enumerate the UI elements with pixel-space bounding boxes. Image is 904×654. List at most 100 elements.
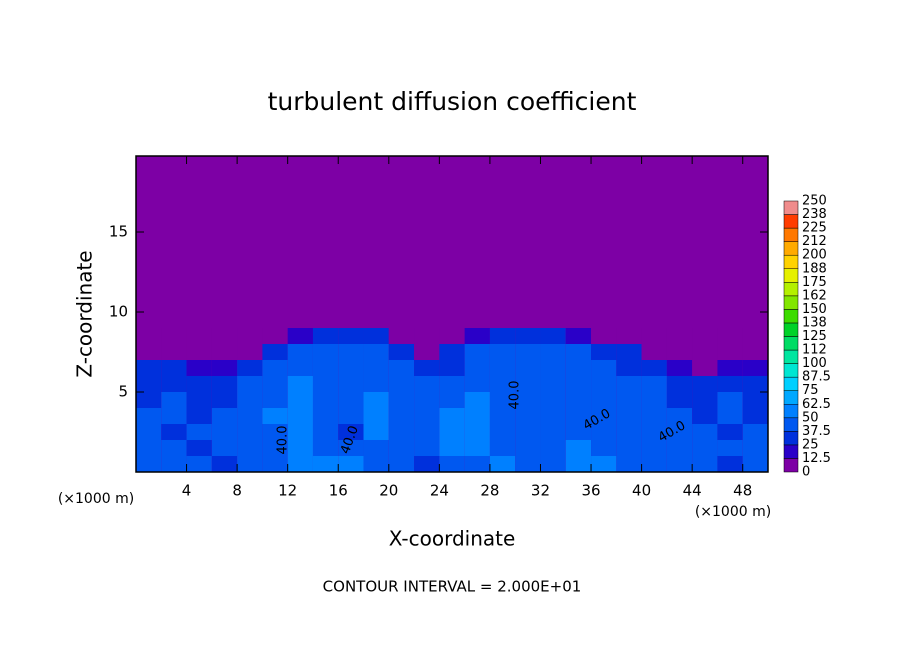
- field-cell: [666, 360, 693, 376]
- colorbar-swatch: [783, 417, 799, 432]
- y-tick-label: 5: [118, 383, 128, 401]
- field-cell: [136, 408, 162, 424]
- field-cell: [414, 328, 440, 344]
- field-cell: [136, 440, 162, 456]
- field-cell: [211, 408, 238, 424]
- field-cell: [287, 392, 313, 408]
- colorbar-swatch: [783, 241, 799, 256]
- field-cell: [591, 344, 617, 360]
- x-tick-label: 40: [632, 482, 651, 500]
- field-cell: [717, 440, 743, 456]
- field-cell: [161, 424, 187, 440]
- field-cell: [515, 344, 541, 360]
- x-tick-label: 32: [531, 482, 550, 500]
- field-cell: [591, 408, 617, 424]
- field-cell: [161, 360, 187, 376]
- field-cell: [742, 328, 768, 344]
- field-cell: [287, 456, 313, 472]
- field-cell: [363, 328, 389, 344]
- footnote: CONTOUR INTERVAL = 2.000E+01: [323, 578, 582, 596]
- field-cell: [237, 360, 263, 376]
- field-cell: [742, 408, 768, 424]
- field-cell: [464, 376, 490, 392]
- field-cell: [540, 344, 566, 360]
- field-cell: [616, 456, 642, 472]
- field-cell: [363, 440, 389, 456]
- field-cell: [388, 408, 415, 424]
- field-cell: [692, 328, 718, 344]
- field-cell: [641, 408, 667, 424]
- field-cell: [464, 344, 490, 360]
- field-cell: [312, 344, 339, 360]
- colorbar-label: 238: [802, 207, 827, 222]
- field-cell: [211, 360, 238, 376]
- field-cell: [717, 344, 743, 360]
- field-cell: [211, 328, 238, 344]
- field-cell: [489, 376, 516, 392]
- x-unit: (×1000 m): [58, 491, 134, 507]
- colorbar-label: 200: [802, 248, 827, 263]
- field-cell: [262, 408, 288, 424]
- field-cell: [338, 344, 364, 360]
- colorbar-label: 138: [802, 315, 827, 330]
- y-axis-label: Z-coordinate: [73, 250, 97, 377]
- field-cell: [742, 424, 768, 440]
- field-cell: [237, 440, 263, 456]
- field-cell: [388, 392, 415, 408]
- field-cell: [616, 376, 642, 392]
- field-cell: [287, 328, 313, 344]
- field-cell: [287, 408, 313, 424]
- colorbar-label: 62.5: [802, 397, 831, 412]
- colorbar-label: 0: [802, 465, 810, 480]
- chart-title: turbulent diffusion coefficient: [268, 87, 637, 116]
- field-cell: [692, 392, 718, 408]
- field-cell: [186, 328, 212, 344]
- field-cell: [186, 392, 212, 408]
- field-cell: [439, 328, 465, 344]
- field-cell: [591, 392, 617, 408]
- field-cell: [692, 344, 718, 360]
- field-cell: [717, 392, 743, 408]
- colorbar-swatch: [783, 295, 799, 310]
- field-cell: [414, 392, 440, 408]
- colorbar-swatch: [783, 363, 799, 378]
- field-cell: [312, 376, 339, 392]
- y-tick-label: 10: [109, 303, 128, 321]
- colorbar-swatch: [783, 444, 799, 459]
- colorbar-label: 250: [802, 194, 827, 209]
- field-cell: [363, 392, 389, 408]
- field-cell: [262, 328, 288, 344]
- field-cell: [262, 360, 288, 376]
- field-cell: [717, 408, 743, 424]
- colorbar-label: 50: [802, 410, 819, 425]
- field-cell: [338, 424, 364, 440]
- field-cell: [287, 424, 313, 440]
- field-cell: [540, 440, 566, 456]
- field-cell: [262, 376, 288, 392]
- field-cell: [540, 424, 566, 440]
- field-cell: [262, 440, 288, 456]
- field-cell: [464, 328, 490, 344]
- field-cell: [464, 392, 490, 408]
- field-cell: [616, 328, 642, 344]
- field-cell: [312, 424, 339, 440]
- field-cell: [363, 360, 389, 376]
- field-cell: [414, 408, 440, 424]
- x-tick-label: 44: [683, 482, 702, 500]
- field-cell: [237, 392, 263, 408]
- field-cell: [666, 408, 693, 424]
- field-cell: [565, 328, 592, 344]
- field-cell: [237, 328, 263, 344]
- field-cell: [312, 360, 339, 376]
- field-cell: [515, 440, 541, 456]
- field-cell: [515, 360, 541, 376]
- field-cell: [312, 456, 339, 472]
- colorbar-swatch: [783, 390, 799, 405]
- field-cell: [717, 376, 743, 392]
- field-cell: [161, 344, 187, 360]
- field-cell: [262, 392, 288, 408]
- colorbar-label: 188: [802, 261, 827, 276]
- colorbar-swatch: [783, 227, 799, 242]
- field-cell: [641, 328, 667, 344]
- x-tick-label: 48: [733, 482, 752, 500]
